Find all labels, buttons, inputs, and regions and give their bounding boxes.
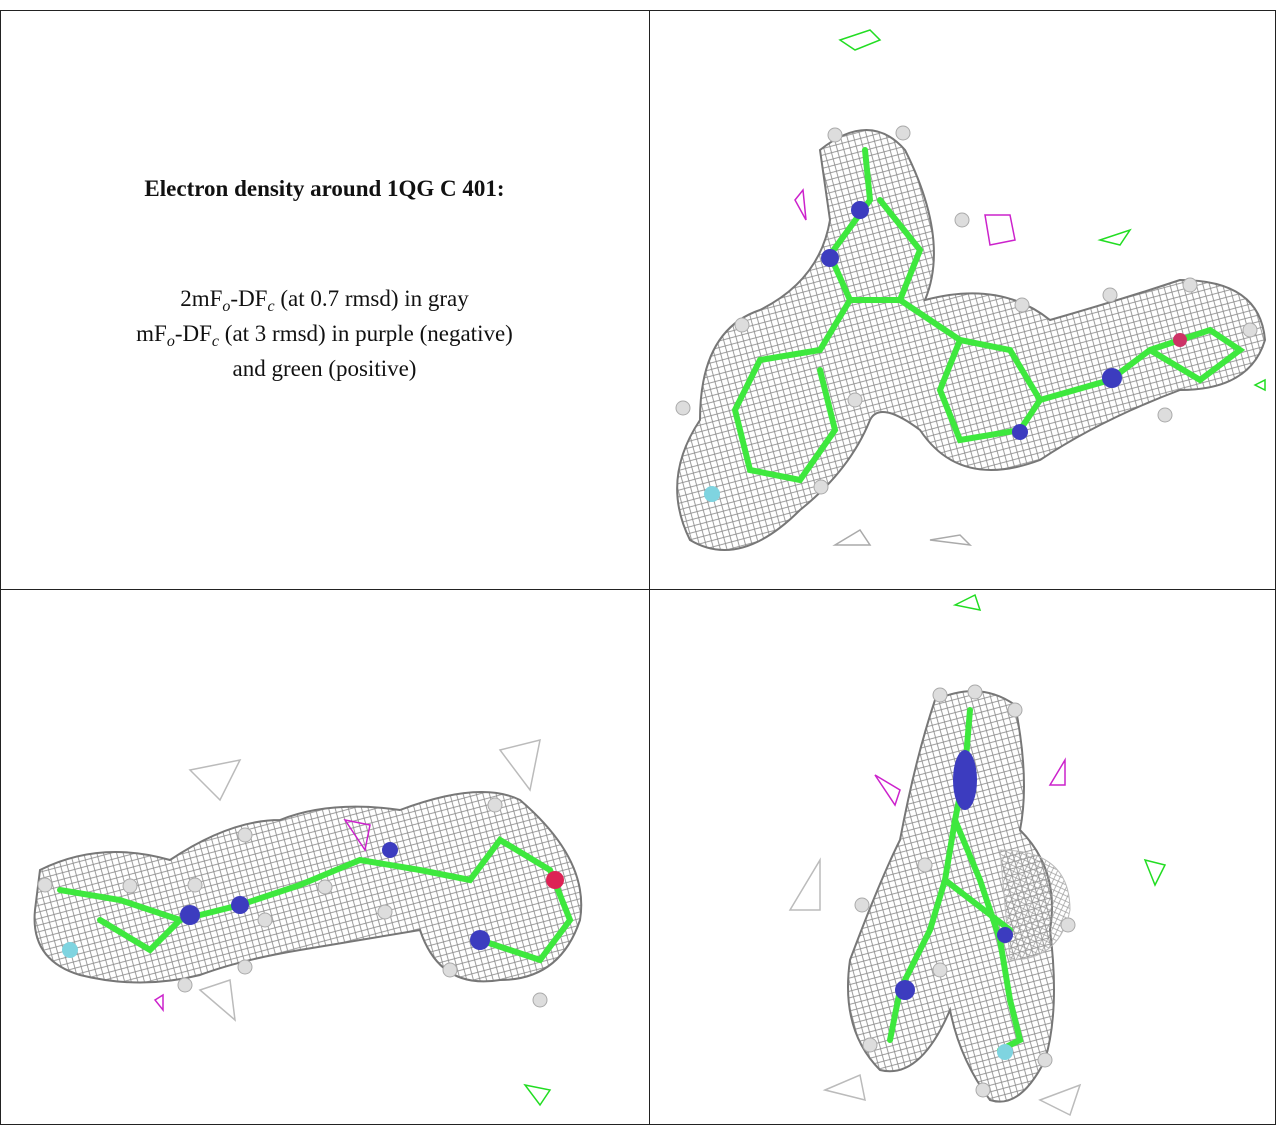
molecule-path	[790, 860, 820, 910]
molecule-circle	[1015, 298, 1029, 312]
panel-bottom-left	[35, 740, 582, 1105]
caption-text: mF	[136, 321, 167, 346]
subscript: c	[212, 333, 219, 350]
caption-line: mFo-DFc (at 3 rmsd) in purple (negative)	[0, 321, 649, 347]
molecule-circle	[123, 879, 137, 893]
molecule-circle	[896, 126, 910, 140]
molecule-path	[500, 740, 540, 790]
molecule-circle	[258, 913, 272, 927]
molecule-circle	[1173, 333, 1187, 347]
molecule-circle	[863, 1038, 877, 1052]
caption-line: and green (positive)	[0, 356, 649, 382]
molecule-circle	[997, 1044, 1013, 1060]
molecule-circle	[533, 993, 547, 1007]
molecule-circle	[546, 871, 564, 889]
molecule-circle	[178, 978, 192, 992]
molecule-circle	[1038, 1053, 1052, 1067]
molecule-circle	[238, 828, 252, 842]
molecule-circle	[968, 685, 982, 699]
molecule-circle	[231, 896, 249, 914]
caption-text: and green (positive)	[233, 356, 417, 381]
molecule-path	[1145, 860, 1165, 885]
molecule-circle	[443, 963, 457, 977]
molecule-path	[155, 995, 163, 1010]
molecule-path	[1050, 760, 1065, 785]
molecule-path	[190, 760, 240, 800]
molecule-circle	[1008, 703, 1022, 717]
caption-text: -DF	[175, 321, 212, 346]
molecule-circle	[378, 905, 392, 919]
caption-line: 2mFo-DFc (at 0.7 rmsd) in gray	[0, 286, 649, 312]
panel-bottom-right	[790, 595, 1165, 1115]
molecule-circle	[1103, 288, 1117, 302]
subscript: c	[267, 298, 274, 315]
molecule-circle	[851, 201, 869, 219]
molecule-circle	[318, 880, 332, 894]
molecule-circle	[188, 878, 202, 892]
molecule-circle	[382, 842, 398, 858]
molecule-circle	[488, 798, 502, 812]
molecule-circle	[676, 401, 690, 415]
molecule-path	[930, 535, 970, 545]
molecule-circle	[1012, 424, 1028, 440]
molecule-circle	[955, 213, 969, 227]
panel-top-right	[676, 30, 1265, 550]
molecule-path	[1255, 380, 1265, 390]
molecule-path	[1040, 1085, 1080, 1115]
caption-text: 2mF	[180, 286, 222, 311]
molecule-circle	[1158, 408, 1172, 422]
molecule-circle	[976, 1083, 990, 1097]
molecule-path	[840, 30, 880, 50]
caption-text: -DF	[230, 286, 267, 311]
molecule-circle	[180, 905, 200, 925]
molecule-path	[795, 190, 806, 220]
molecule-circle	[933, 688, 947, 702]
molecule-path	[35, 792, 582, 983]
molecule-circle	[918, 858, 932, 872]
molecule-circle	[62, 942, 78, 958]
molecule-path	[1000, 850, 1070, 960]
molecule-circle	[704, 486, 720, 502]
molecule-path	[200, 980, 235, 1020]
molecule-circle	[470, 930, 490, 950]
molecule-circle	[238, 960, 252, 974]
subscript: o	[167, 333, 175, 350]
molecule-circle	[821, 249, 839, 267]
molecule-circle	[1183, 278, 1197, 292]
page: Electron density around 1QG C 401: 2mFo-…	[0, 0, 1276, 1125]
caption-text: (at 3 rmsd) in purple (negative)	[219, 321, 513, 346]
molecule-circle	[895, 980, 915, 1000]
molecule-ellipse	[953, 750, 977, 810]
caption-text: (at 0.7 rmsd) in gray	[275, 286, 469, 311]
caption-title: Electron density around 1QG C 401:	[0, 176, 649, 202]
figure	[0, 0, 1276, 1125]
molecule-circle	[1243, 323, 1257, 337]
molecule-path	[825, 1075, 865, 1100]
molecule-circle	[814, 480, 828, 494]
molecule-circle	[828, 128, 842, 142]
molecule-circle	[848, 393, 862, 407]
molecule-path	[1100, 230, 1130, 245]
molecule-circle	[855, 898, 869, 912]
molecule-path	[875, 775, 900, 805]
molecule-path	[985, 215, 1015, 245]
molecule-path	[525, 1085, 550, 1105]
molecule-circle	[735, 318, 749, 332]
molecule-circle	[38, 878, 52, 892]
molecule-path	[955, 595, 980, 610]
molecule-circle	[1102, 368, 1122, 388]
molecule-circle	[933, 963, 947, 977]
molecule-circle	[997, 927, 1013, 943]
molecule-path	[835, 530, 870, 545]
molecule-circle	[1061, 918, 1075, 932]
